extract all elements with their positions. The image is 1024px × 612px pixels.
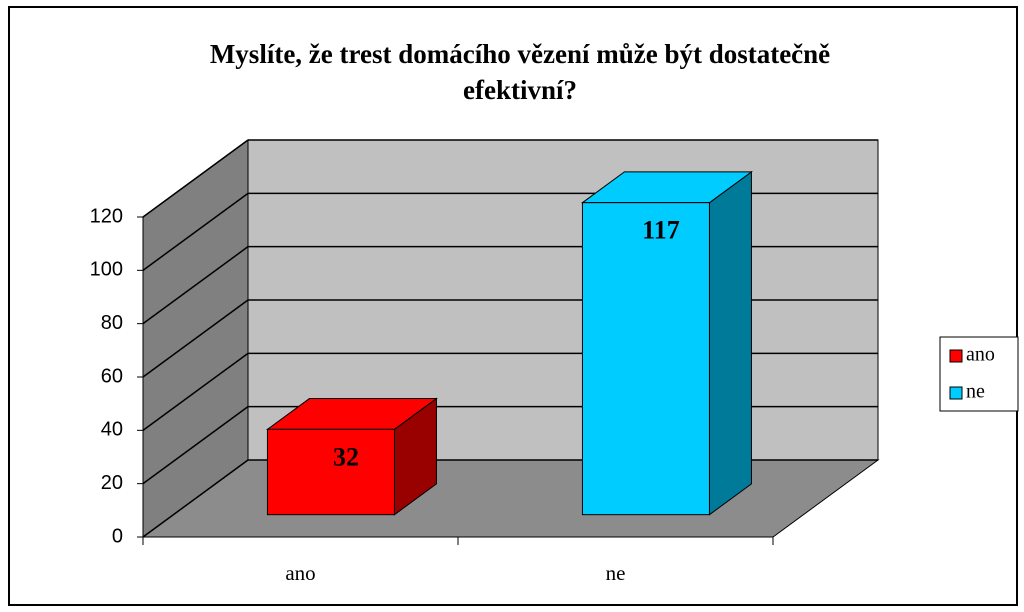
grid-line-side — [142, 246, 249, 325]
chart-title: Myslíte, že trest domácího vězení může b… — [209, 39, 831, 105]
grid-line-side — [142, 406, 249, 485]
grid-line-side — [142, 192, 249, 271]
grid-line-side — [142, 459, 249, 538]
bar-side — [708, 170, 752, 516]
bar — [266, 428, 395, 516]
legend-label: ne — [966, 381, 985, 403]
grid-line-side — [142, 139, 249, 218]
legend-swatch — [949, 386, 963, 400]
floor — [141, 459, 880, 538]
y-tick-label: 0 — [112, 525, 123, 547]
x-tick-label: ano — [285, 561, 315, 585]
y-tick-label: 100 — [90, 259, 123, 281]
data-label: 117 — [642, 216, 680, 245]
data-label: 32 — [333, 442, 359, 471]
grid-line-side — [142, 299, 249, 378]
y-tick-label: 20 — [101, 472, 123, 494]
y-tick-label: 80 — [101, 312, 123, 334]
legend-label: ano — [966, 344, 995, 366]
legend-swatch — [949, 349, 963, 363]
bar — [581, 202, 710, 516]
grid-line-side — [142, 352, 249, 431]
chart-border — [8, 6, 1018, 606]
y-tick-label: 40 — [101, 419, 123, 441]
y-tick-label: 60 — [101, 365, 123, 387]
x-tick-label: ne — [606, 561, 626, 585]
legend: ano ne — [939, 336, 1019, 412]
y-tick-label: 120 — [90, 205, 123, 227]
